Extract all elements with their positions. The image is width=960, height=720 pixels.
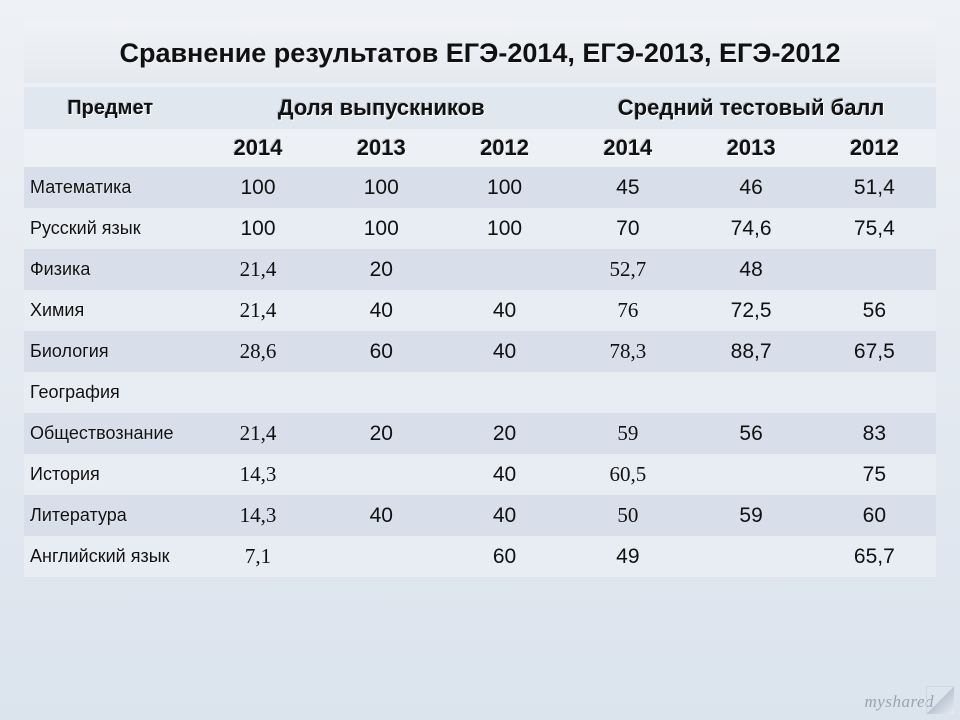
subject-cell: География [24,372,196,413]
value-cell [196,372,319,413]
header-blank [24,129,196,167]
value-cell [689,372,812,413]
page-title: Сравнение результатов ЕГЭ-2014, ЕГЭ-2013… [24,20,936,83]
value-cell: 45 [566,167,689,208]
value-cell: 60 [443,536,566,577]
value-cell: 100 [196,167,319,208]
header-subject: Предмет [24,87,196,129]
value-cell: 100 [320,208,443,249]
header-year: 2013 [689,129,812,167]
header-years-row: 2014 2013 2012 2014 2013 2012 [24,129,936,167]
value-cell: 60 [813,495,936,536]
value-cell: 88,7 [689,331,812,372]
value-cell [320,454,443,495]
value-cell: 51,4 [813,167,936,208]
value-cell [443,249,566,290]
header-year: 2014 [196,129,319,167]
value-cell: 72,5 [689,290,812,331]
header-group-share: Доля выпускников [196,87,566,129]
value-cell: 75,4 [813,208,936,249]
value-cell: 40 [320,495,443,536]
page-curl-icon [926,686,954,714]
header-year: 2013 [320,129,443,167]
value-cell: 100 [443,208,566,249]
value-cell: 56 [813,290,936,331]
subject-cell: Русский язык [24,208,196,249]
watermark-text: myshared [865,692,934,712]
table-row: География [24,372,936,413]
value-cell [813,372,936,413]
table-row: Обществознание21,42020595683 [24,413,936,454]
value-cell: 75 [813,454,936,495]
value-cell: 40 [320,290,443,331]
value-cell: 48 [689,249,812,290]
table-row: История14,3 4060,5 75 [24,454,936,495]
value-cell: 100 [320,167,443,208]
value-cell: 52,7 [566,249,689,290]
value-cell: 21,4 [196,413,319,454]
subject-cell: Литература [24,495,196,536]
value-cell: 59 [689,495,812,536]
value-cell: 74,6 [689,208,812,249]
header-year: 2012 [443,129,566,167]
value-cell: 7,1 [196,536,319,577]
value-cell: 50 [566,495,689,536]
table-row: Английский язык7,1 6049 65,7 [24,536,936,577]
subject-cell: Математика [24,167,196,208]
value-cell: 78,3 [566,331,689,372]
table-row: Математика100100100454651,4 [24,167,936,208]
value-cell: 40 [443,290,566,331]
value-cell [443,372,566,413]
value-cell: 21,4 [196,290,319,331]
value-cell: 76 [566,290,689,331]
value-cell: 40 [443,495,566,536]
subject-cell: Обществознание [24,413,196,454]
value-cell: 20 [443,413,566,454]
value-cell: 100 [196,208,319,249]
table-row: Химия21,440407672,556 [24,290,936,331]
value-cell: 49 [566,536,689,577]
subject-cell: Английский язык [24,536,196,577]
subject-cell: Биология [24,331,196,372]
value-cell [813,249,936,290]
table-row: Биология28,6604078,388,767,5 [24,331,936,372]
value-cell: 46 [689,167,812,208]
value-cell: 21,4 [196,249,319,290]
value-cell: 20 [320,249,443,290]
value-cell: 59 [566,413,689,454]
value-cell: 83 [813,413,936,454]
value-cell: 67,5 [813,331,936,372]
value-cell: 60 [320,331,443,372]
value-cell: 28,6 [196,331,319,372]
value-cell [689,454,812,495]
header-group-row: Предмет Доля выпускников Средний тестовы… [24,87,936,129]
value-cell: 40 [443,331,566,372]
value-cell: 14,3 [196,454,319,495]
value-cell: 14,3 [196,495,319,536]
value-cell: 60,5 [566,454,689,495]
header-year: 2014 [566,129,689,167]
table-row: Русский язык1001001007074,675,4 [24,208,936,249]
subject-cell: Химия [24,290,196,331]
value-cell: 70 [566,208,689,249]
value-cell: 100 [443,167,566,208]
results-table: Предмет Доля выпускников Средний тестовы… [24,87,936,577]
value-cell: 56 [689,413,812,454]
value-cell: 20 [320,413,443,454]
value-cell [689,536,812,577]
value-cell [320,372,443,413]
value-cell [320,536,443,577]
header-group-score: Средний тестовый балл [566,87,936,129]
subject-cell: Физика [24,249,196,290]
table-row: Физика21,420 52,748 [24,249,936,290]
table-row: Литература14,34040505960 [24,495,936,536]
value-cell: 40 [443,454,566,495]
header-year: 2012 [813,129,936,167]
value-cell [566,372,689,413]
value-cell: 65,7 [813,536,936,577]
subject-cell: История [24,454,196,495]
